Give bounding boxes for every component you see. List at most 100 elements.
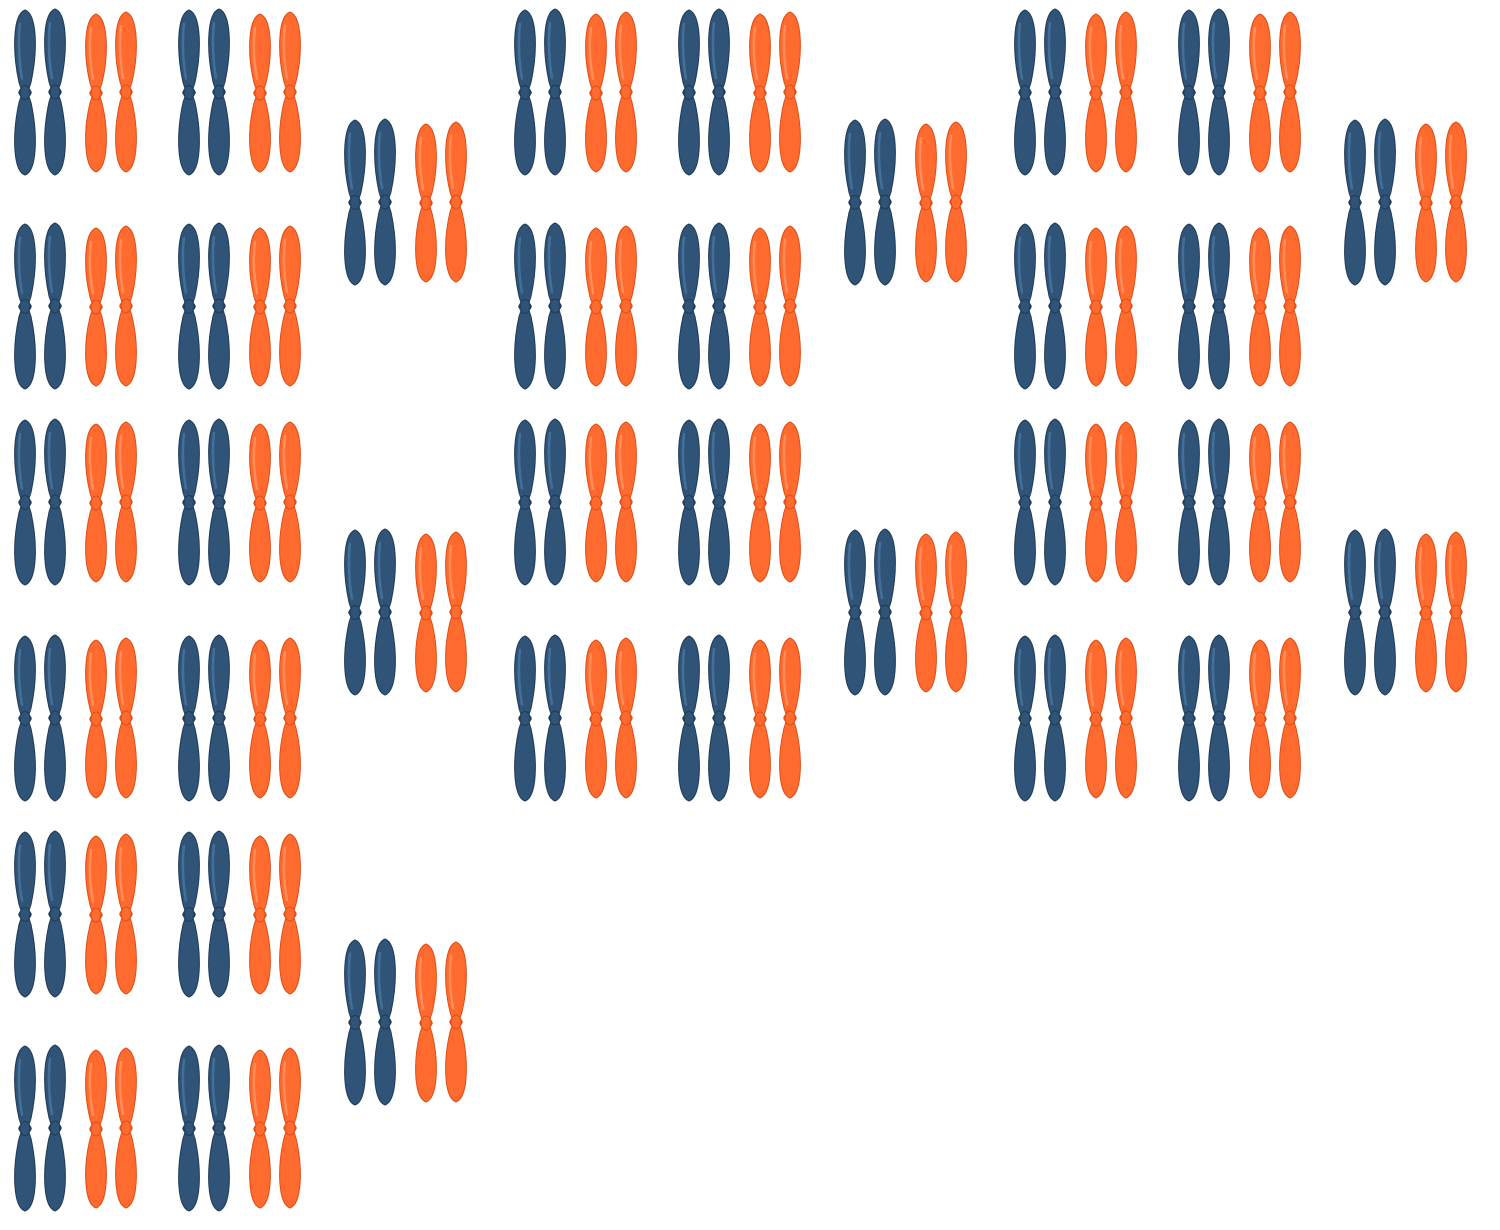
group-1-col-1-set-2-blue-blade-1-hub [19, 299, 31, 314]
group-1-col-1-set-5-orange-blade-1-hub [90, 907, 102, 923]
group-1-single-set-1-blue-blade-1-highlight [347, 132, 354, 190]
group-3-single-set-1 [1338, 118, 1470, 288]
group-1-col-2-set-4-orange-blade-1-hub [254, 711, 266, 727]
group-2-col-1-set-3-blue-blade-1-hub [519, 495, 531, 510]
group-1-col-1-set-6-orange-blade-2-highlight [118, 1060, 125, 1116]
group-2-col-1-set-3-orange-blade-2 [615, 421, 637, 583]
group-1-col-2-set-1-graphic [178, 8, 301, 176]
group-3-col-2-set-2-graphic [1178, 222, 1301, 390]
group-1-col-1-set-2-orange-blade-2-highlight [118, 238, 125, 294]
group-1-col-2-set-5-orange-blade-2-highlight [282, 846, 289, 902]
group-2-col-2-set-4-blue-blade-1 [678, 635, 700, 802]
group-3-col-2-set-4-blue-blade-2-highlight [1211, 647, 1218, 706]
group-2-single-set-2-orange-blade-2 [945, 531, 967, 693]
group-1-col-1-set-2-orange-blade-2 [115, 225, 137, 387]
group-3-single-set-2-blue-blade-1-hub [1349, 605, 1361, 620]
group-1-single-set-2-blue-blade-1-hub [349, 605, 361, 620]
group-1-col-2-set-4-blue-blade-2 [208, 634, 230, 802]
group-3-col-1-set-3-blue-blade-1-hub [1019, 495, 1031, 510]
group-3-col-2-set-2-blue-blade-1-highlight [1181, 236, 1188, 294]
group-3-single-set-2-blue-blade-2 [1374, 528, 1396, 696]
group-2-col-1-set-3-orange-blade-2-highlight [618, 434, 625, 490]
group-3-col-1-set-1-blue-blade-1 [1014, 9, 1036, 176]
group-1-col-2-set-2-orange-blade-2-highlight [282, 238, 289, 294]
group-1-single-set-3-blue-blade-2-hub [379, 1014, 391, 1030]
group-3-col-2-set-3 [1172, 418, 1304, 588]
group-1-single-set-1-orange-blade-2-hub [450, 194, 462, 210]
group-1-col-1-set-2-graphic [14, 222, 137, 390]
group-3-col-1-set-2-graphic [1014, 222, 1137, 390]
group-2-col-2-set-4-blue-blade-2 [708, 634, 730, 802]
group-3-col-1-set-3-orange-blade-1 [1085, 423, 1107, 583]
group-1-col-2-set-6-orange-blade-2-highlight [282, 1060, 289, 1116]
group-1-single-set-2-blue-blade-1-highlight [347, 542, 354, 600]
group-3-col-1-set-4-blue-blade-1-highlight [1017, 648, 1024, 706]
group-1-col-1-set-4-orange-blade-2-hub [120, 710, 132, 726]
group-2-col-2-set-3-orange-blade-2 [779, 421, 801, 583]
group-1-col-1-set-6-blue-blade-1-highlight [17, 1058, 24, 1116]
group-3-col-1-set-3-blue-blade-1-highlight [1017, 432, 1024, 490]
group-2-col-2-set-1-blue-blade-2-highlight [711, 21, 718, 80]
group-2-single-set-1-orange-blade-2 [945, 121, 967, 283]
group-2-col-1-set-1-blue-blade-2 [544, 8, 566, 176]
group-1-col-1-set-5-blue-blade-2-hub [49, 906, 61, 922]
group-1-col-2-set-5-orange-blade-2 [279, 833, 301, 995]
group-2-col-1-set-4-blue-blade-2-highlight [547, 647, 554, 706]
group-3-col-2-set-2-orange-blade-1 [1249, 227, 1271, 387]
group-2-col-1-set-4-graphic [514, 634, 637, 802]
group-1-col-2-set-3-orange-blade-2-hub [284, 494, 296, 510]
group-1-col-2-set-6-orange-blade-2-hub [284, 1120, 296, 1136]
group-1-col-1-set-6-blue-blade-2 [44, 1044, 66, 1212]
group-3-col-2-set-3-blue-blade-2-hub [1213, 494, 1225, 510]
group-3-col-1-set-3-orange-blade-2 [1115, 421, 1137, 583]
group-1-col-1-set-6-blue-blade-1 [14, 1045, 36, 1212]
group-3-col-2-set-3-orange-blade-2 [1279, 421, 1301, 583]
group-3-col-1-set-2-orange-blade-2 [1115, 225, 1137, 387]
group-1-col-1-set-6-blue-blade-2-highlight [47, 1057, 54, 1116]
group-3-col-2-set-2-blue-blade-2 [1208, 222, 1230, 390]
group-1-col-1-set-1-orange-blade-2-highlight [118, 24, 125, 80]
group-1-single-set-3-orange-blade-1-highlight [418, 956, 425, 1011]
group-3-single-set-1-graphic [1344, 118, 1467, 286]
group-2-col-1-set-2-orange-blade-2-hub [620, 298, 632, 314]
group-3-single-set-2-orange-blade-1 [1415, 533, 1437, 693]
group-2-col-1-set-2-orange-blade-2 [615, 225, 637, 387]
group-1-col-2-set-2-graphic [178, 222, 301, 390]
group-2-single-set-1-graphic [844, 118, 967, 286]
group-1-col-2-set-1-blue-blade-1-highlight [181, 22, 188, 80]
group-2-col-2-set-2-blue-blade-1-highlight [681, 236, 688, 294]
group-2-single-set-2-graphic [844, 528, 967, 696]
group-2-col-2-set-1-orange-blade-2-highlight [782, 24, 789, 80]
group-3-col-2-set-1-blue-blade-1-highlight [1181, 22, 1188, 80]
group-3-col-2-set-2-blue-blade-1 [1178, 223, 1200, 390]
group-3-col-2-set-2-orange-blade-2-hub [1284, 298, 1296, 314]
group-1-col-2-set-2-blue-blade-2 [208, 222, 230, 390]
group-3-col-2-set-1-blue-blade-2 [1208, 8, 1230, 176]
group-3-col-2-set-2-orange-blade-2 [1279, 225, 1301, 387]
group-1-col-2-set-1-orange-blade-2-highlight [282, 24, 289, 80]
group-2-col-2-set-4-orange-blade-2-hub [784, 710, 796, 726]
group-3-col-2-set-4-blue-blade-2 [1208, 634, 1230, 802]
group-1-col-2-set-6-orange-blade-1 [249, 1049, 271, 1209]
group-1-col-1-set-5 [8, 830, 140, 1000]
group-2-col-1-set-1-orange-blade-1-hub [590, 85, 602, 101]
group-1-col-2-set-3-blue-blade-2 [208, 418, 230, 586]
group-1-single-set-1-blue-blade-1-hub [349, 195, 361, 210]
group-2-single-set-2-blue-blade-2-hub [879, 604, 891, 620]
group-1-single-set-3-blue-blade-2-highlight [377, 951, 384, 1010]
group-1-col-1-set-1-orange-blade-2 [115, 11, 137, 173]
group-1-col-2-set-6-orange-blade-2 [279, 1047, 301, 1209]
group-2-col-2-set-2-blue-blade-1-hub [683, 299, 695, 314]
group-1-col-2-set-6-orange-blade-1-highlight [252, 1062, 259, 1117]
group-1-col-2-set-1-blue-blade-1 [178, 9, 200, 176]
group-1-col-2-set-2-orange-blade-2 [279, 225, 301, 387]
group-3-col-2-set-3-blue-blade-1-hub [1183, 495, 1195, 510]
group-3-col-1-set-1-graphic [1014, 8, 1137, 176]
group-2-col-2-set-1-blue-blade-1-hub [683, 85, 695, 100]
group-1-col-1-set-3-orange-blade-2-highlight [118, 434, 125, 490]
group-2-col-2-set-1-blue-blade-1 [678, 9, 700, 176]
group-1-single-set-2-orange-blade-2-hub [450, 604, 462, 620]
group-2-col-2-set-4 [672, 634, 804, 804]
group-1-col-2-set-2-orange-blade-1 [249, 227, 271, 387]
group-2-col-2-set-2-orange-blade-1-hub [754, 299, 766, 315]
